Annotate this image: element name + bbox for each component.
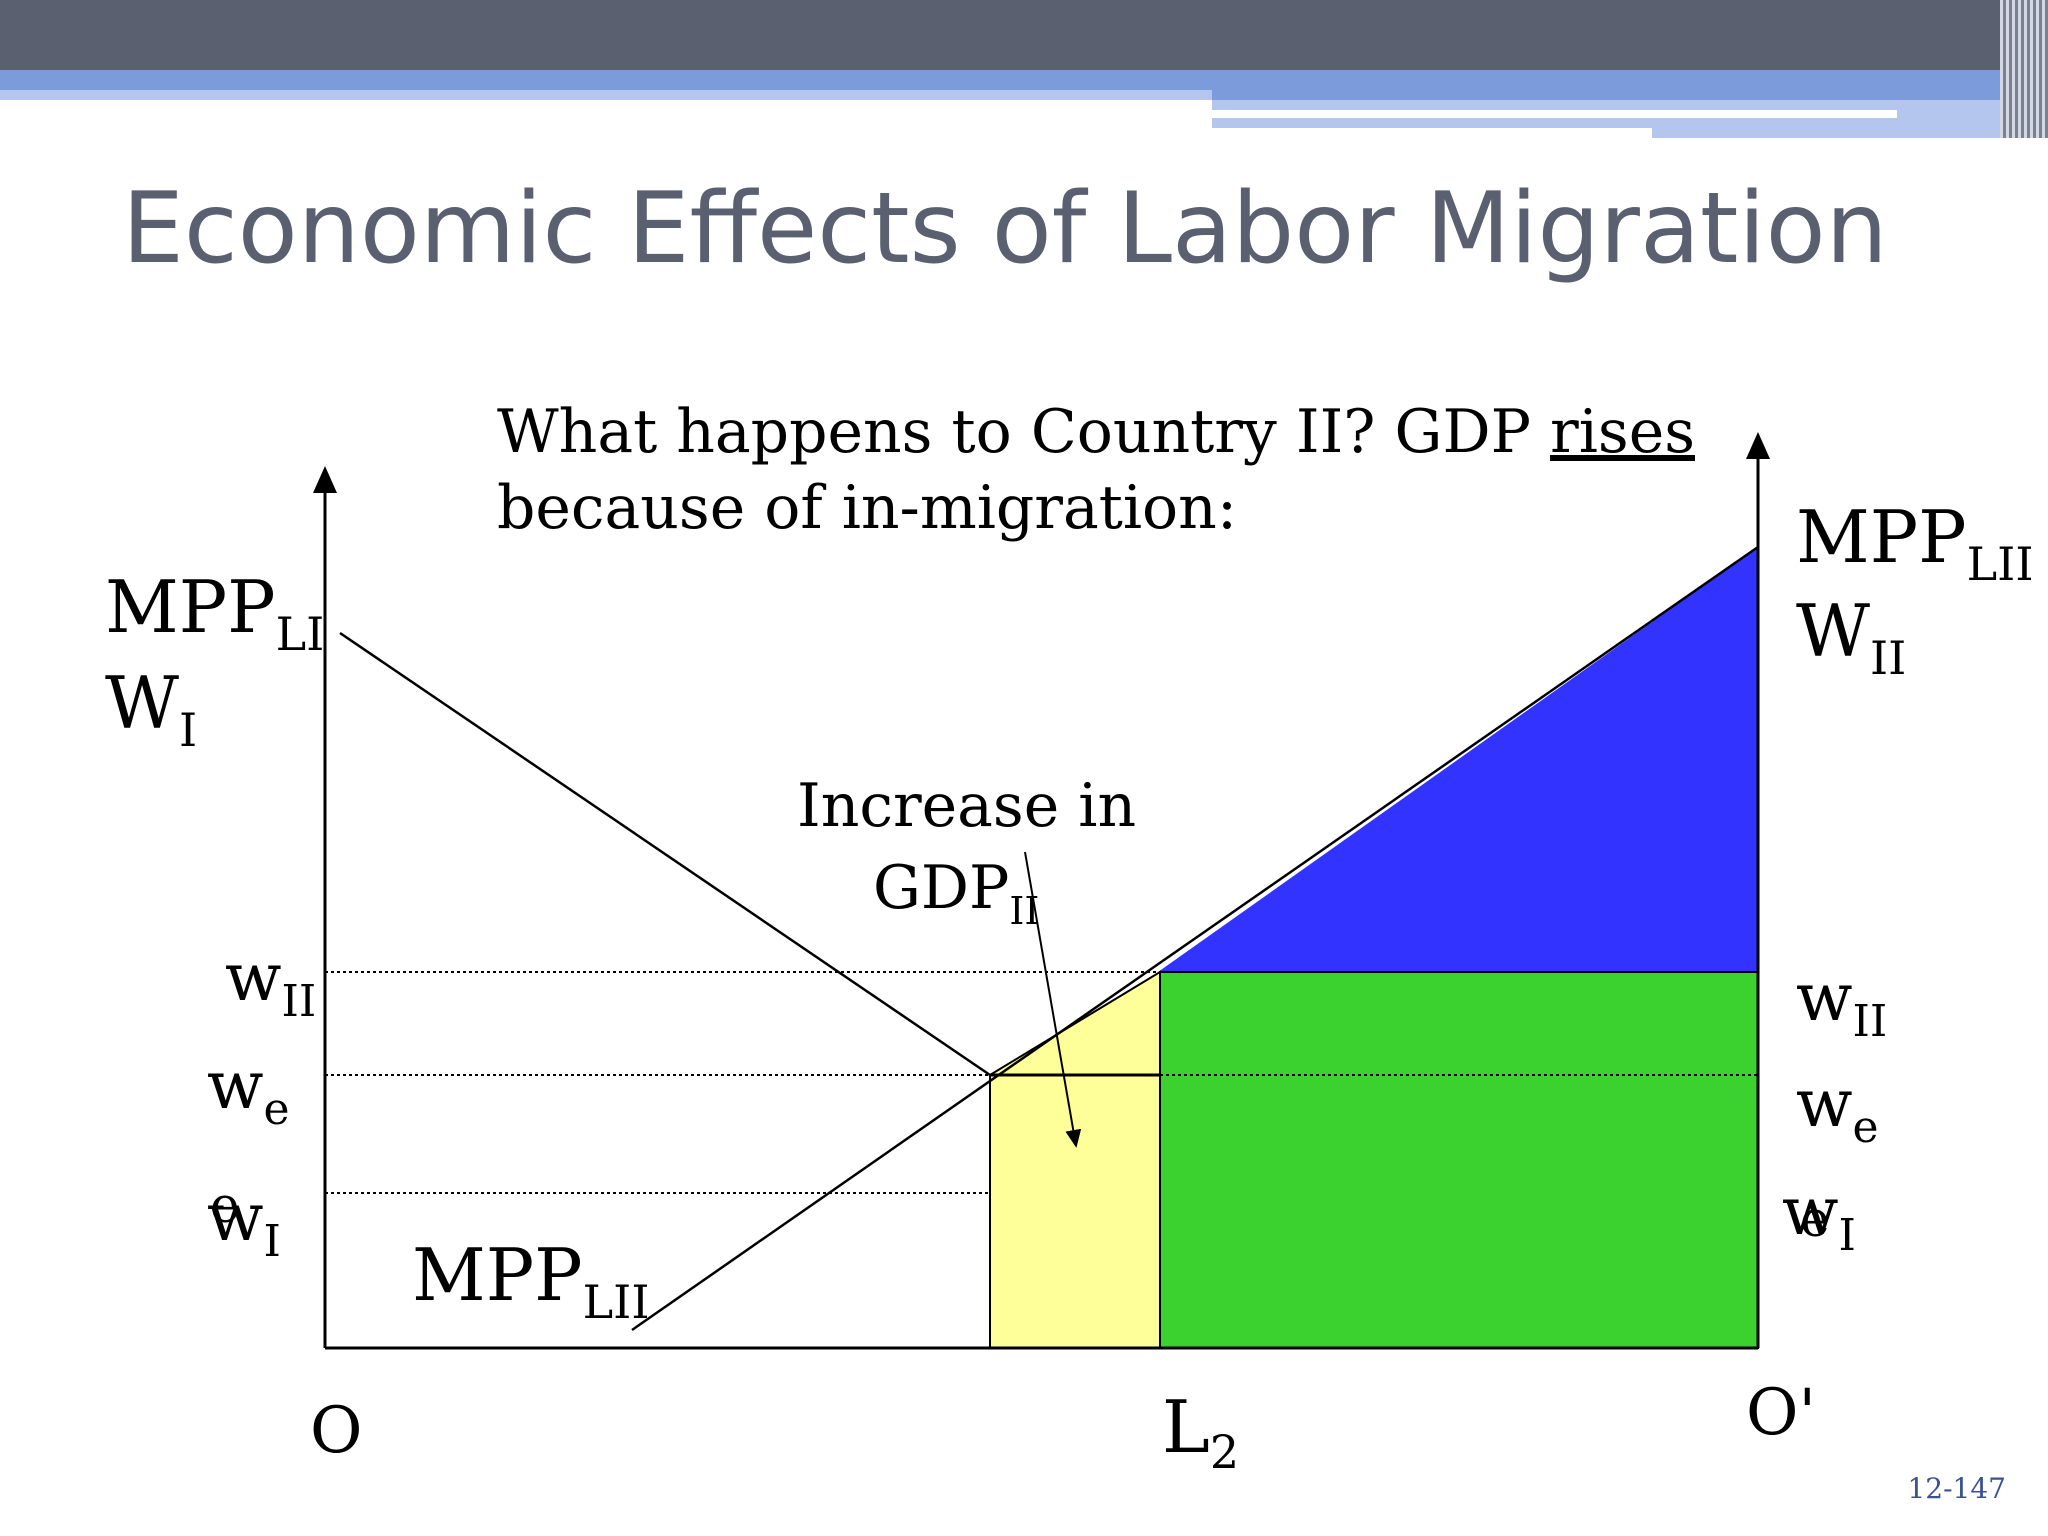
page-number: 12-147 (1907, 1472, 2006, 1505)
yellow-region (989, 970, 1161, 1349)
top-banner-bar (0, 0, 2048, 70)
right-mpp-label: MPPLII (1796, 495, 2034, 591)
left-mpp-label: MPPLI (105, 565, 324, 661)
right-w-label: WII (1796, 589, 1906, 685)
question-line1: What happens to Country II? GDP (497, 397, 1550, 467)
slide-title: Economic Effects of Labor Migration (122, 172, 1888, 286)
right-tick-wI-overlap: e (1800, 1190, 1830, 1248)
left-tick-wI-overlap: e (210, 1176, 240, 1234)
accent-band-line (1212, 110, 1897, 118)
question-line2: because of in-migration: (497, 473, 1237, 543)
decorative-stripes (2000, 0, 2048, 138)
left-w-label: WI (105, 661, 197, 757)
right-tick-wII: wII (1796, 959, 1887, 1047)
mpp-lii-curve-label: MPPLII (412, 1233, 650, 1329)
accent-band-line (1212, 128, 1652, 138)
l2-label: L2 (1162, 1385, 1239, 1479)
question-text: What happens to Country II? GDP rises (497, 397, 1695, 467)
left-tick-wII: wII (225, 939, 316, 1027)
mpp-lii-curve (631, 545, 1759, 1332)
origin-right-label: O' (1746, 1376, 1816, 1450)
blue-region (1158, 547, 1758, 972)
right-tick-we: we (1796, 1065, 1879, 1153)
question-emphasis: rises (1550, 397, 1695, 467)
accent-band-light (0, 90, 1212, 100)
left-tick-wI: wI (207, 1179, 281, 1267)
right-tick-wI: wI (1782, 1173, 1856, 1261)
green-region (1159, 971, 1759, 1349)
mpp-li-curve (339, 631, 991, 1077)
callout-arrow (1024, 851, 1082, 1148)
origin-left-label: O (310, 1394, 362, 1468)
left-tick-we: we (207, 1047, 290, 1135)
callout-line1: Increase in (797, 771, 1136, 841)
callout-gdp: GDPII (873, 853, 1039, 933)
